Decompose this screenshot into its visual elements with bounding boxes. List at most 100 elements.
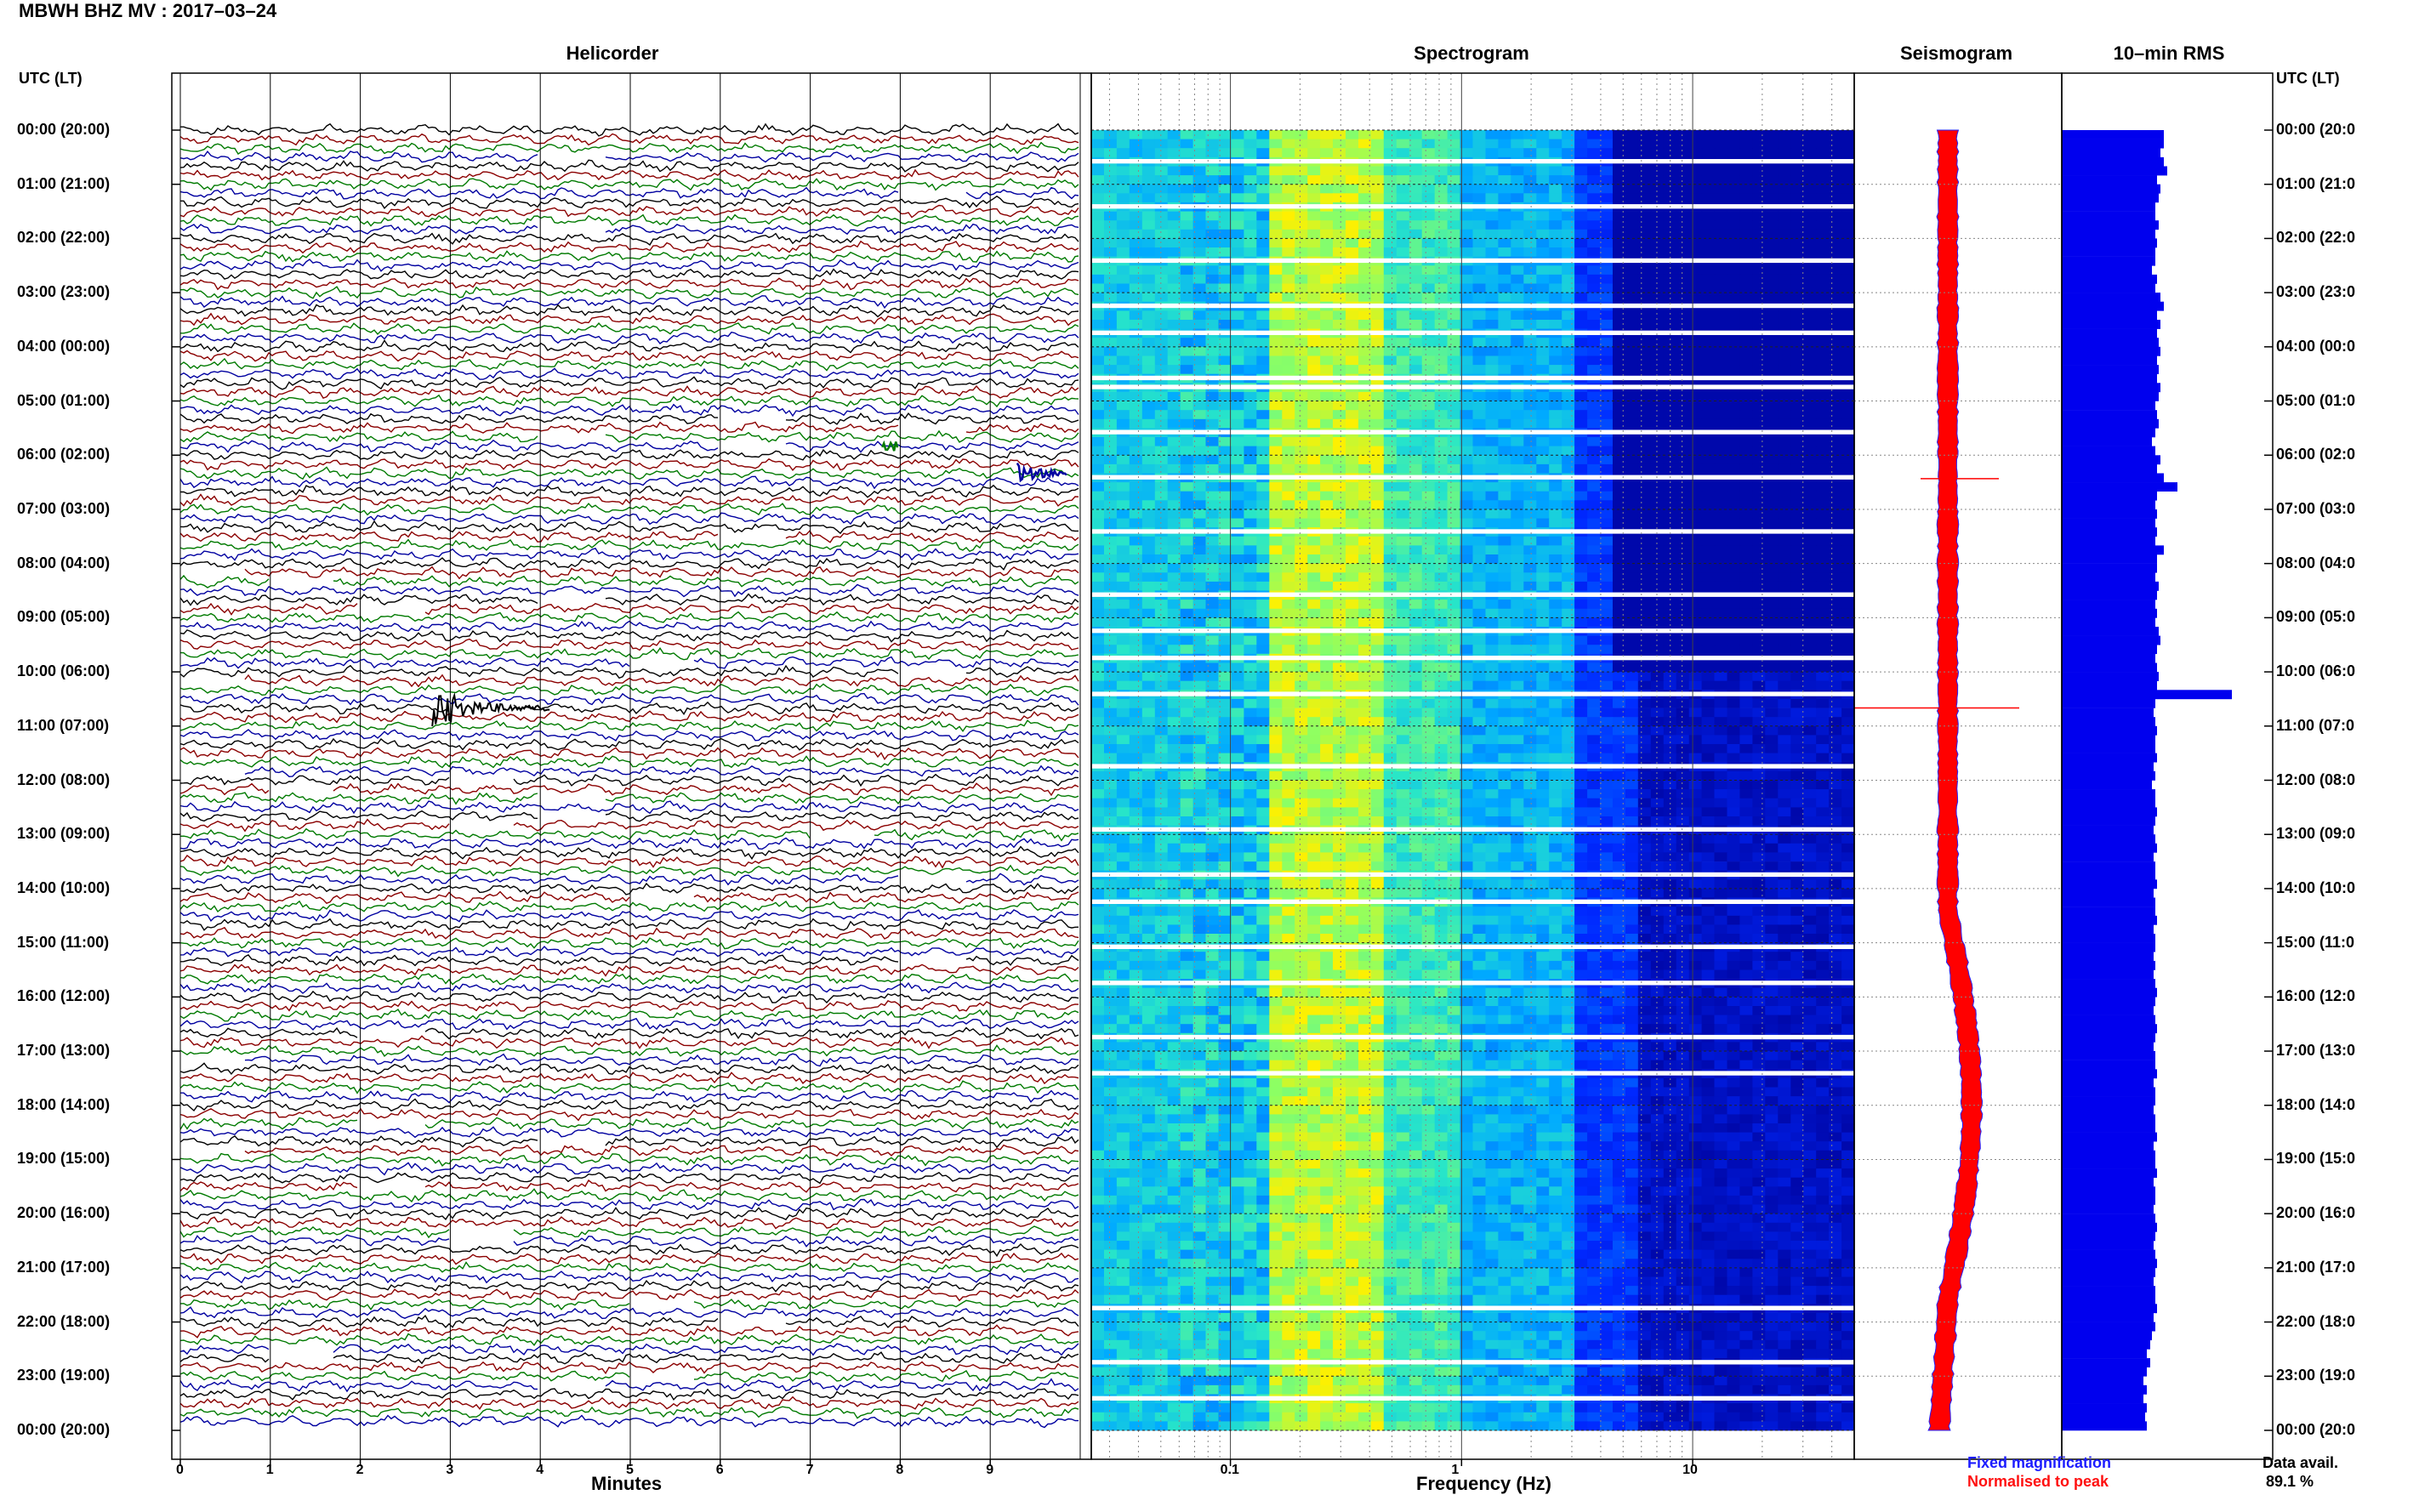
helicorder-x-tick: 4: [536, 1463, 544, 1477]
rms-bar: [2062, 987, 2157, 998]
rms-bar: [2062, 1339, 2150, 1350]
rms-bar: [2062, 735, 2155, 745]
helicorder-x-tick: 7: [805, 1463, 814, 1477]
rms-bar: [2062, 662, 2157, 673]
time-label-right: 08:00 (04:0: [2276, 554, 2356, 571]
rms-bar: [2062, 238, 2157, 248]
rms-bar: [2062, 581, 2159, 591]
time-label-right: 00:00 (20:0: [2276, 121, 2356, 138]
time-label-left: 22:00 (18:00): [17, 1312, 111, 1330]
rms-bar: [2062, 500, 2155, 510]
rms-bar: [2062, 310, 2157, 321]
helicorder-x-tick: 1: [265, 1463, 274, 1477]
rms-bar: [2062, 798, 2155, 808]
time-label-left: 16:00 (12:00): [17, 987, 111, 1005]
rms-bar: [2062, 924, 2154, 935]
rms-bar: [2062, 410, 2157, 420]
rms-bar: [2062, 545, 2164, 555]
helicorder-x-label: Minutes: [591, 1473, 663, 1494]
event-trace: [881, 440, 899, 452]
rms-bar: [2062, 879, 2157, 890]
time-label-left: 02:00 (22:00): [17, 229, 111, 247]
rms-bar: [2062, 401, 2155, 411]
rms-bar: [2062, 780, 2152, 790]
rms-bar: [2062, 346, 2160, 356]
rms-bar: [2062, 672, 2159, 681]
rms-bar: [2062, 455, 2160, 465]
rms-bar: [2062, 1249, 2155, 1259]
rms-bar: [2062, 211, 2155, 221]
time-label-right: 15:00 (11:0: [2276, 933, 2355, 951]
rms-bar: [2062, 383, 2160, 393]
spectrogram-x-label: Frequency (Hz): [1416, 1473, 1551, 1494]
rms-bar: [2062, 130, 2164, 139]
time-label-right: 01:00 (21:0: [2276, 174, 2356, 192]
time-label-left: 18:00 (14:00): [17, 1095, 111, 1113]
rms-bar: [2062, 166, 2167, 176]
time-label-left: 23:00 (19:00): [17, 1367, 111, 1384]
tz-label-right: UTC (LT): [2276, 70, 2340, 87]
rms-bar: [2062, 744, 2155, 753]
rms-bar: [2062, 1412, 2145, 1422]
time-label-right: 18:00 (14:0: [2276, 1095, 2356, 1113]
time-label-right: 16:00 (12:0: [2276, 987, 2356, 1005]
rms-bar: [2062, 1069, 2157, 1079]
rms-bar: [2062, 373, 2157, 384]
rms-bar: [2062, 942, 2155, 952]
time-label-left: 05:00 (01:00): [17, 391, 111, 409]
time-label-left: 01:00 (21:00): [17, 174, 111, 192]
rms-bar: [2062, 301, 2164, 311]
rms-bar: [2062, 979, 2155, 988]
rms-bar: [2062, 247, 2155, 257]
helicorder-x-tick: 5: [626, 1463, 634, 1477]
rms-bar: [2062, 717, 2155, 727]
rms-bar: [2062, 1394, 2143, 1404]
rms-bar: [2062, 934, 2155, 943]
time-label-right: 21:00 (17:0: [2276, 1258, 2356, 1276]
rms-bar: [2062, 1168, 2157, 1178]
rms-bar: [2062, 1150, 2155, 1160]
rms-bar: [2062, 1313, 2154, 1322]
time-label-left: 15:00 (11:00): [17, 933, 110, 951]
rms-bar: [2062, 897, 2155, 907]
helicorder-title: Helicorder: [566, 43, 659, 64]
rms-bar: [2062, 193, 2159, 203]
rms-bar: [2062, 229, 2155, 239]
rms-bar: [2062, 698, 2155, 708]
rms-bar: [2062, 635, 2160, 645]
rms-bar: [2062, 834, 2155, 844]
rms-bar: [2062, 816, 2155, 826]
rms-bar: [2062, 1141, 2154, 1151]
spectrogram-x-tick: 0.1: [1220, 1463, 1239, 1477]
rms-bar: [2062, 220, 2159, 230]
rms-bar: [2062, 518, 2155, 528]
rms-bar: [2062, 1267, 2155, 1277]
time-label-right: 17:00 (13:0: [2276, 1042, 2356, 1060]
rms-bar: [2062, 1286, 2155, 1295]
rms-title: 10–min RMS: [2113, 43, 2225, 64]
rms-bar: [2062, 274, 2157, 284]
time-label-left: 20:00 (16:00): [17, 1204, 111, 1222]
event-trace: [431, 691, 550, 727]
rms-bar: [2062, 843, 2157, 853]
rms-bar: [2062, 952, 2154, 962]
rms-bar: [2062, 708, 2154, 718]
rms-bar: [2062, 355, 2157, 366]
rms-bar: [2062, 1077, 2154, 1088]
rms-bar: [2062, 680, 2157, 691]
helicorder-x-tick: 3: [446, 1463, 454, 1477]
data-avail-label: Data avail.: [2262, 1454, 2339, 1471]
time-label-right: 22:00 (18:0: [2276, 1312, 2356, 1330]
time-label-left: 12:00 (08:00): [17, 770, 111, 788]
time-label-left: 14:00 (10:00): [17, 878, 111, 896]
rms-bar: [2062, 1403, 2147, 1413]
rms-bar: [2062, 1294, 2155, 1305]
rms-bar: [2062, 1322, 2155, 1332]
rms-bar: [2062, 653, 2155, 663]
rms-bar: [2062, 1060, 2155, 1070]
rms-bar: [2062, 139, 2164, 149]
rms-bar: [2062, 463, 2157, 474]
rms-bar: [2062, 1384, 2147, 1395]
rms-bar: [2062, 1114, 2155, 1124]
rms-bar: [2062, 1231, 2155, 1242]
